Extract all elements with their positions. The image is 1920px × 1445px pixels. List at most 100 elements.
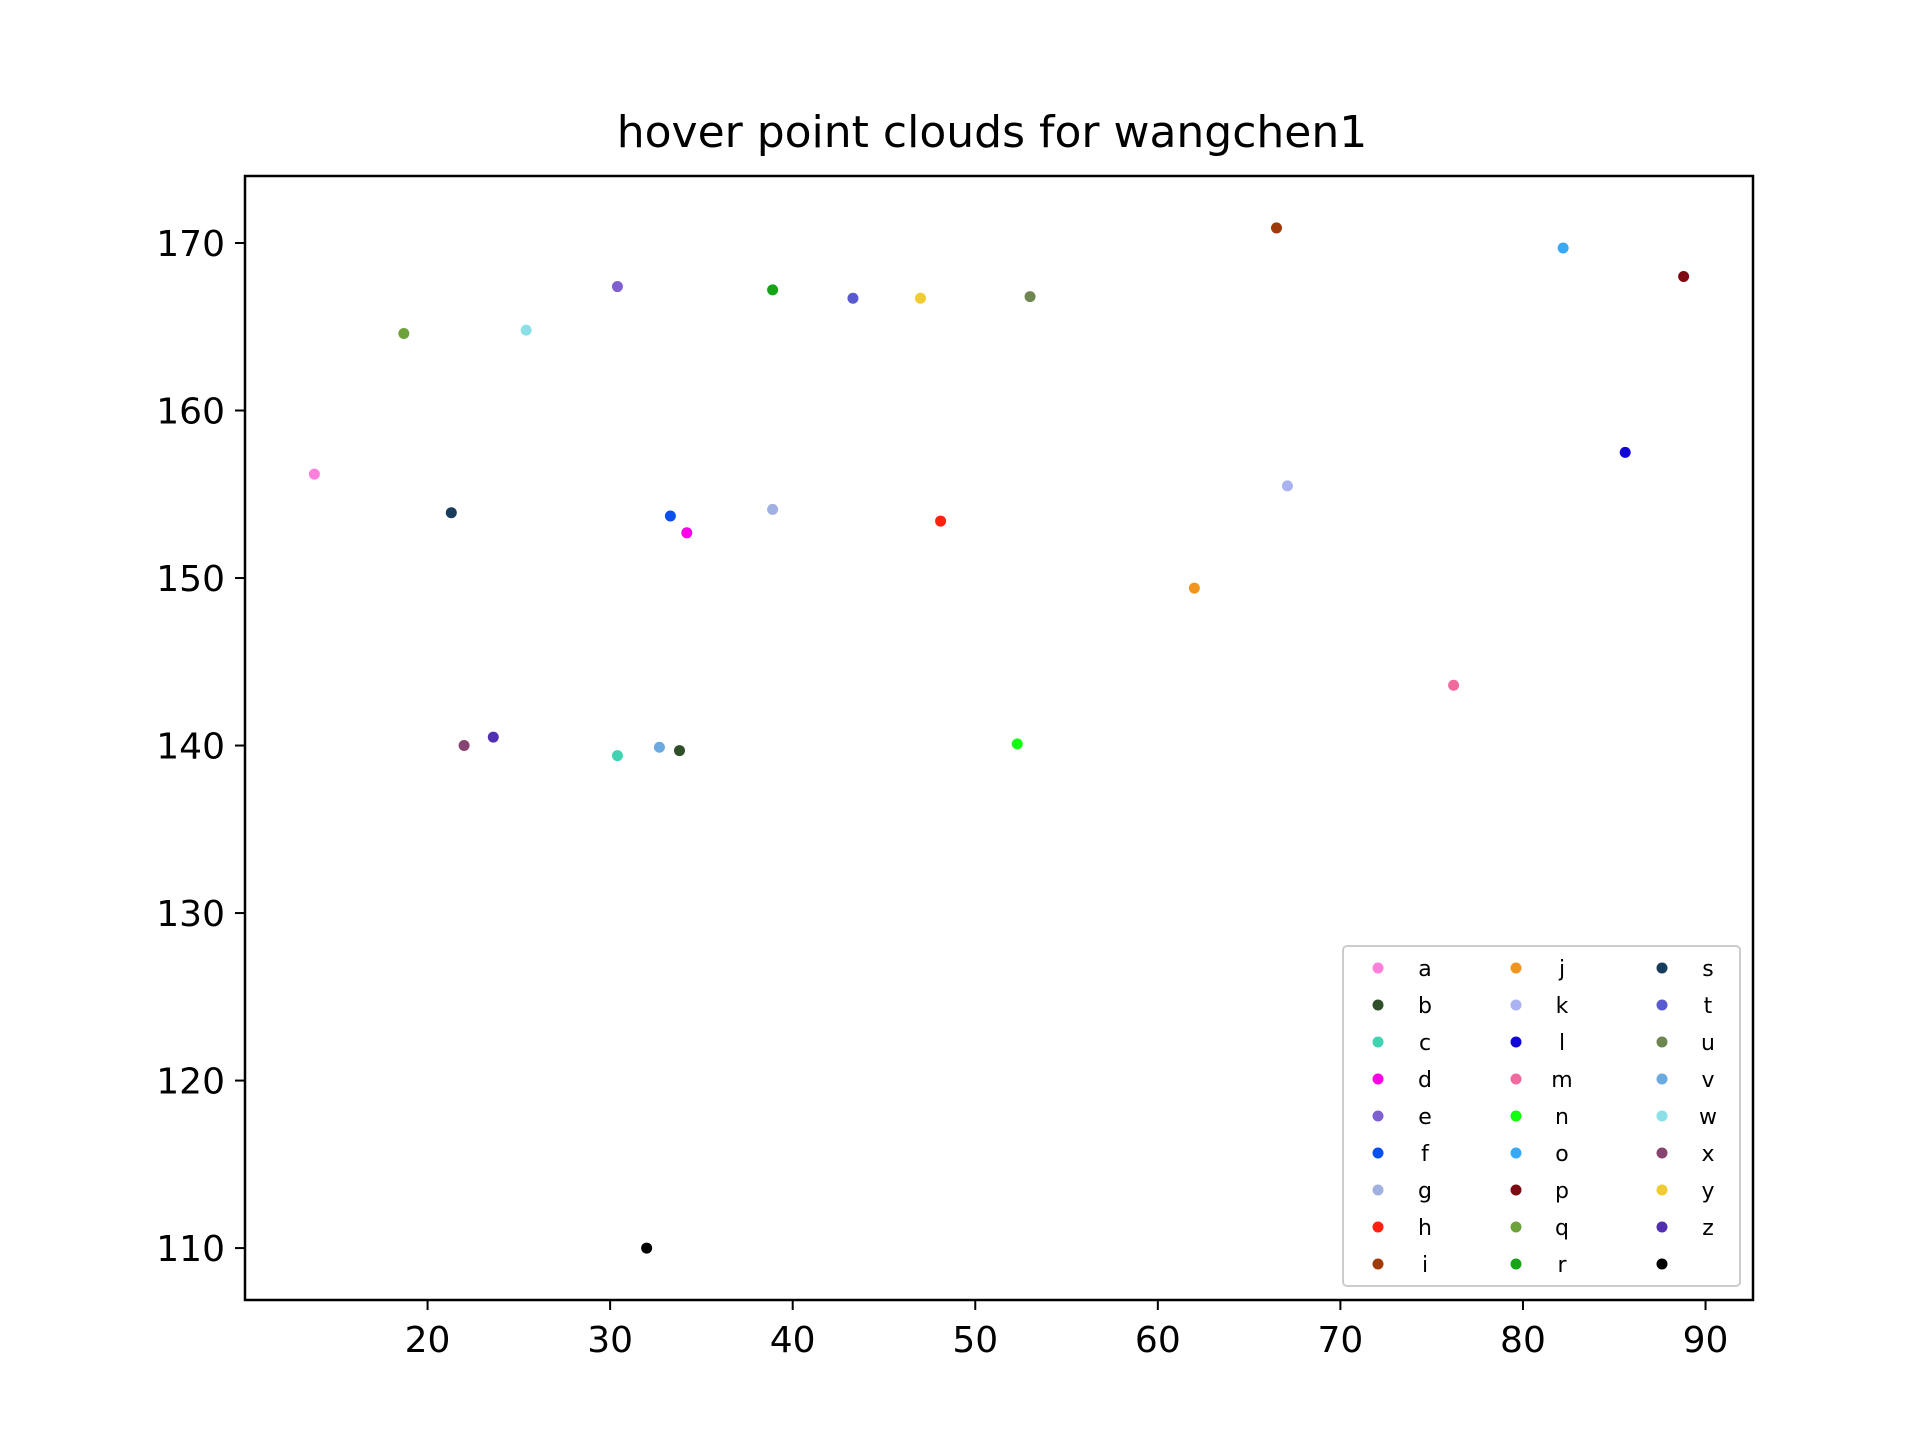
data-point: [611, 281, 623, 293]
legend-marker: [1510, 1036, 1522, 1048]
legend-label: g: [1418, 1179, 1432, 1204]
data-point: [681, 527, 693, 539]
legend-marker: [1510, 1073, 1522, 1085]
legend-label: o: [1555, 1142, 1568, 1167]
axes: 20 30 40 50 60 70 80 90 110 120 130 140 150 160 170: [156, 224, 1728, 1361]
data-point: [1188, 582, 1200, 594]
data-point: [674, 745, 686, 757]
legend-marker: [1656, 1110, 1668, 1122]
legend-label: i: [1422, 1253, 1428, 1278]
legend-label: t: [1704, 994, 1713, 1019]
data-point: [611, 750, 623, 762]
legend-label: n: [1555, 1105, 1569, 1130]
x-tick-label: 30: [587, 1320, 633, 1361]
legend-label: x: [1701, 1142, 1714, 1167]
data-point: [1448, 679, 1460, 691]
legend-marker: [1656, 1184, 1668, 1196]
legend-label: m: [1551, 1068, 1572, 1093]
y-tick-label: 150: [156, 559, 225, 600]
data-point: [641, 1242, 653, 1254]
legend-marker: [1372, 1221, 1384, 1233]
legend-label: d: [1418, 1068, 1432, 1093]
legend-marker: [1372, 1258, 1384, 1270]
legend-marker: [1656, 962, 1668, 974]
legend-box: [1342, 945, 1741, 1287]
data-point: [1678, 271, 1690, 283]
y-tick-label: 130: [156, 894, 225, 935]
y-tick-label: 120: [156, 1062, 225, 1103]
data-point: [1011, 738, 1023, 750]
legend-marker: [1510, 1221, 1522, 1233]
data-point: [767, 503, 779, 515]
legend-label: e: [1418, 1105, 1432, 1130]
legend-marker: [1656, 1258, 1668, 1270]
legend-label: r: [1557, 1253, 1567, 1278]
plot-frame: [243, 174, 1755, 1302]
legend-label: v: [1701, 1068, 1714, 1093]
x-tick-label: 60: [1135, 1320, 1181, 1361]
data-point: [935, 515, 947, 527]
data-point: [914, 292, 926, 304]
legend-label: c: [1419, 1031, 1431, 1056]
legend-label: j: [1558, 957, 1565, 982]
legend-label: l: [1559, 1031, 1565, 1056]
legend-marker: [1656, 999, 1668, 1011]
legend-label: y: [1701, 1179, 1714, 1204]
legend-marker: [1656, 1147, 1668, 1159]
legend-label: s: [1702, 957, 1713, 982]
x-tick-label: 80: [1500, 1320, 1546, 1361]
data-point: [1024, 291, 1036, 303]
legend-marker: [1656, 1036, 1668, 1048]
legend-label: q: [1555, 1216, 1569, 1241]
legend-marker: [1656, 1073, 1668, 1085]
data-point: [1619, 446, 1631, 458]
legend-marker: [1372, 1147, 1384, 1159]
y-tick-label: 140: [156, 727, 225, 768]
data-point: [458, 740, 470, 752]
legend-label: f: [1421, 1142, 1430, 1167]
legend-marker: [1510, 999, 1522, 1011]
data-point: [847, 292, 859, 304]
legend-marker: [1510, 1258, 1522, 1270]
legend-label: w: [1699, 1105, 1717, 1130]
legend-marker: [1510, 1147, 1522, 1159]
chart-title: hover point clouds for wangchen1: [617, 107, 1368, 158]
legend-label: k: [1556, 994, 1569, 1019]
legend-marker: [1510, 962, 1522, 974]
legend-label: a: [1418, 957, 1431, 982]
legend-marker: [1372, 1036, 1384, 1048]
x-tick-label: 40: [770, 1320, 816, 1361]
legend-marker: [1372, 1110, 1384, 1122]
data-point: [520, 324, 532, 336]
legend-marker: [1656, 1221, 1668, 1233]
legend-marker: [1372, 962, 1384, 974]
legend-label: u: [1701, 1031, 1715, 1056]
plot-area: [308, 222, 1690, 1254]
data-point: [398, 327, 410, 339]
data-point: [653, 741, 665, 753]
data-point: [664, 510, 676, 522]
legend-label: p: [1555, 1179, 1569, 1204]
y-tick-label: 160: [156, 392, 225, 433]
data-point: [1281, 480, 1293, 492]
y-tick-label: 110: [156, 1229, 225, 1270]
data-point: [1557, 242, 1569, 254]
data-point: [767, 284, 779, 296]
legend-marker: [1510, 1110, 1522, 1122]
data-point: [1271, 222, 1283, 234]
x-tick-label: 50: [952, 1320, 998, 1361]
legend-marker: [1372, 1073, 1384, 1085]
legend-label: b: [1418, 994, 1432, 1019]
data-point: [308, 468, 320, 480]
x-tick-label: 70: [1317, 1320, 1363, 1361]
data-point: [445, 507, 457, 519]
legend-label: z: [1702, 1216, 1714, 1241]
x-tick-label: 90: [1683, 1320, 1729, 1361]
legend-marker: [1372, 999, 1384, 1011]
data-point: [487, 731, 499, 743]
x-tick-label: 20: [405, 1320, 451, 1361]
y-tick-label: 170: [156, 224, 225, 265]
legend-label: h: [1418, 1216, 1432, 1241]
